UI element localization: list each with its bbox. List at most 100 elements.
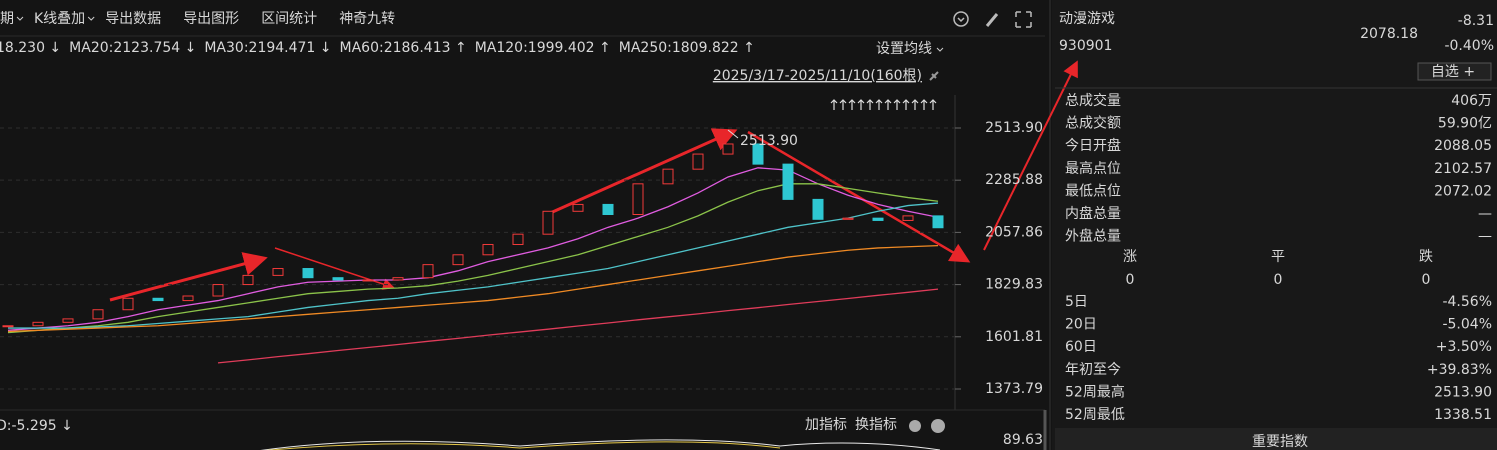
stat-value: 2088.05 — [1434, 138, 1492, 154]
breadth-label: 平 — [1271, 249, 1285, 265]
y-tick-label: 2285.88 — [985, 172, 1043, 188]
breadth-value: 0 — [1422, 272, 1431, 288]
perf-label: 5日 — [1065, 294, 1088, 310]
legend-entry: MA30:2194.471 ↓ — [204, 40, 331, 56]
candle — [92, 309, 104, 320]
signal-marker — [902, 99, 910, 110]
perf-value: 2513.90 — [1434, 384, 1492, 400]
candle — [812, 198, 824, 220]
candle — [392, 277, 404, 281]
breadth-value: 0 — [1126, 272, 1135, 288]
candle — [632, 183, 644, 215]
y-tick-label: 1601.81 — [985, 329, 1043, 345]
indicator-curve — [265, 441, 781, 450]
stat-label: 最高点位 — [1065, 160, 1121, 177]
dropdown-chevron — [957, 17, 965, 23]
candle — [422, 264, 434, 279]
dropdown-chevron — [87, 16, 95, 21]
y-tick-label: 2513.90 — [985, 120, 1043, 136]
perf-label: 52周最高 — [1065, 383, 1125, 400]
indicator-button[interactable]: 换指标 — [855, 416, 897, 433]
y-tick-label: 2057.86 — [985, 224, 1043, 240]
candle — [362, 279, 374, 282]
peak-pointer — [727, 129, 739, 139]
candle — [572, 203, 584, 212]
perf-label: 年初至今 — [1065, 361, 1121, 378]
price-change-pct: -0.40% — [1444, 38, 1494, 54]
toolbar-item[interactable]: K线叠加 — [34, 11, 85, 27]
toolbar-item[interactable]: 导出图形 — [183, 11, 239, 27]
arrow — [109, 252, 268, 302]
arrow — [747, 130, 971, 263]
chart-plot — [0, 127, 955, 390]
candle — [692, 153, 704, 170]
ma-line — [217, 288, 939, 364]
settings-button[interactable]: 设置均线 — [876, 41, 932, 57]
signal-marker — [875, 99, 883, 110]
signal-marker — [848, 99, 856, 110]
watchlist-button-label[interactable]: 自选 + — [1431, 64, 1475, 80]
perf-value: -4.56% — [1442, 294, 1492, 310]
pin-icon[interactable] — [929, 71, 939, 81]
candle — [722, 143, 734, 155]
stat-label: 今日开盘 — [1065, 137, 1121, 154]
signal-marker — [830, 99, 838, 110]
signal-marker — [884, 99, 892, 110]
stat-value: 406万 — [1451, 93, 1492, 109]
expand-icon[interactable] — [1015, 11, 1032, 28]
indicator-curve — [260, 439, 941, 450]
toolbar-item[interactable]: 周期 — [0, 11, 14, 27]
watchlist-button[interactable] — [1417, 62, 1492, 81]
toolbar-item[interactable]: 神奇九转 — [339, 10, 395, 27]
candle — [2, 325, 14, 328]
candle — [332, 277, 344, 281]
stat-value: 2102.57 — [1434, 161, 1492, 177]
range-label: 2025/3/17-2025/11/10(160根) — [713, 68, 922, 84]
candle — [872, 217, 884, 221]
indicator-legend: D:-5.295 ↓ — [0, 418, 73, 434]
toolbar-item[interactable]: 区间统计 — [261, 11, 317, 27]
candle — [212, 284, 224, 297]
signal-marker — [920, 99, 928, 110]
candle — [482, 243, 494, 256]
candle — [32, 321, 44, 327]
signal-marker — [911, 99, 919, 110]
signal-marker — [866, 99, 874, 110]
stat-value: — — [1478, 229, 1492, 245]
settings-icon[interactable] — [909, 420, 921, 432]
candle — [602, 203, 614, 215]
indicator-y-label: 89.63 — [1003, 432, 1043, 448]
candle — [242, 274, 254, 286]
index-code: 930901 — [1059, 38, 1112, 54]
arrow — [547, 128, 738, 216]
stat-value: 59.90亿 — [1438, 116, 1492, 132]
legend-entry: MA250:1809.822 ↑ — [619, 40, 755, 56]
candle — [542, 210, 554, 235]
stat-value: 2072.02 — [1434, 183, 1492, 199]
candle — [272, 268, 284, 276]
indicator-button[interactable]: 加指标 — [805, 417, 847, 433]
breadth-label: 跌 — [1419, 249, 1433, 265]
perf-value: +3.50% — [1436, 339, 1492, 355]
candle — [752, 143, 764, 165]
candle — [662, 168, 674, 185]
perf-label: 52周最低 — [1065, 407, 1125, 423]
y-tick-label: 1373.79 — [985, 381, 1043, 397]
legend-entry: MA60:2186.413 ↑ — [340, 40, 467, 56]
stat-label: 外盘总量 — [1065, 228, 1121, 245]
dropdown-chevron — [16, 16, 24, 21]
perf-value: -5.04% — [1442, 317, 1492, 333]
footer-title[interactable]: 重要指数 — [1252, 434, 1308, 450]
candle — [122, 297, 134, 311]
toolbar-item[interactable]: 导出数据 — [105, 11, 161, 27]
toolbar-icons[interactable] — [953, 11, 1032, 28]
perf-value: 1338.51 — [1434, 407, 1492, 423]
brush-icon[interactable] — [985, 13, 999, 27]
dropdown-icon[interactable] — [953, 11, 969, 27]
close-icon[interactable] — [931, 419, 945, 433]
perf-value: +39.83% — [1427, 362, 1492, 378]
candle — [182, 295, 194, 302]
breadth-label: 涨 — [1123, 249, 1137, 265]
perf-label: 60日 — [1065, 339, 1097, 355]
ma-line — [7, 244, 939, 333]
